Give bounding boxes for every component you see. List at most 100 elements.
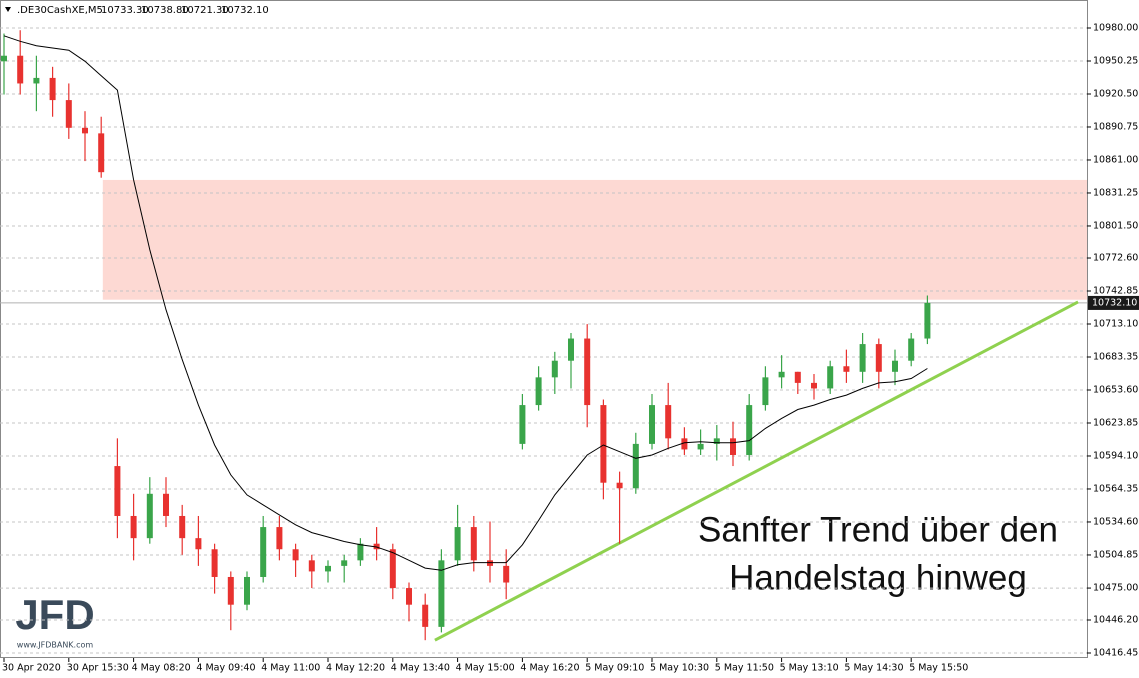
candle-body: [875, 344, 882, 372]
candle-body: [778, 371, 785, 378]
candle-body: [568, 338, 574, 361]
annotation: Handelstag hinweg: [729, 558, 1027, 597]
candle-body: [33, 77, 40, 84]
candle-body: [422, 604, 429, 627]
x-tick-label: 4 May 11:00: [261, 663, 320, 674]
y-tick-label: 10416.45: [1093, 647, 1138, 658]
candle-body: [438, 560, 445, 627]
header-open: 10733.30: [101, 5, 149, 16]
candle-body: [389, 549, 396, 589]
candle-body: [713, 438, 720, 444]
candle-body: [82, 127, 88, 134]
y-tick-label: 10861.00: [1093, 154, 1138, 165]
y-tick-label: 10594.10: [1093, 450, 1138, 461]
x-tick-label: 4 May 16:20: [520, 663, 579, 674]
candle-body: [535, 377, 542, 406]
candle-body: [357, 543, 364, 561]
candle-body: [98, 133, 105, 173]
candle-body: [487, 560, 493, 566]
candle-body: [244, 576, 250, 605]
y-tick-label: 10890.75: [1093, 121, 1138, 132]
candle-body: [794, 371, 801, 383]
menu-arrow: [5, 7, 11, 12]
candle-body: [843, 366, 850, 372]
y-tick-label: 10801.50: [1093, 220, 1138, 231]
candle-body: [146, 493, 153, 539]
candle-body: [195, 538, 202, 550]
candle-body: [130, 515, 137, 539]
x-tick-label: 4 May 15:00: [456, 663, 515, 674]
y-tick-label: 10683.35: [1093, 351, 1138, 362]
candle-body: [227, 576, 234, 605]
y-tick-label: 10504.85: [1093, 549, 1138, 560]
candle-body: [859, 344, 866, 372]
candle-body: [325, 565, 331, 572]
y-tick-label: 10653.60: [1093, 384, 1138, 395]
candle-body: [697, 443, 704, 450]
candle-body: [649, 405, 655, 444]
price-label-box: [1088, 295, 1139, 310]
candle-body: [892, 360, 898, 372]
y-tick-label: 10446.20: [1093, 615, 1138, 626]
candle-body: [519, 405, 526, 444]
y-tick-label: 10920.50: [1093, 88, 1138, 99]
candle-body: [454, 527, 461, 561]
header-high: 10738.80: [141, 5, 189, 16]
candle-body: [308, 560, 315, 572]
candle-body: [762, 377, 769, 406]
candle-body: [632, 443, 639, 489]
y-tick-label: 10742.85: [1093, 286, 1138, 297]
header-low: 10721.30: [181, 5, 229, 16]
y-tick-label: 10534.60: [1093, 516, 1138, 527]
candle-body: [114, 466, 121, 516]
moving-average: [3, 35, 928, 571]
trendline: [434, 300, 1079, 642]
candle-body: [551, 360, 558, 378]
x-tick-label: 5 May 13:10: [780, 663, 839, 674]
price-label: 10732.10: [1092, 297, 1137, 308]
header-close: 10732.10: [221, 5, 269, 16]
candle-body: [211, 549, 218, 577]
y-tick-label: 10564.35: [1093, 483, 1138, 494]
resistance-zone: [102, 179, 1087, 300]
candle-body: [503, 565, 510, 583]
y-tick-label: 10980.00: [1093, 23, 1138, 34]
candle-body: [17, 55, 24, 84]
candle-body: [924, 302, 931, 339]
x-tick-label: 5 May 15:50: [909, 663, 968, 674]
candle-body: [373, 543, 380, 550]
candle-body: [827, 366, 834, 389]
x-tick-label: 4 May 12:20: [326, 663, 385, 674]
candle-body: [746, 405, 753, 455]
plot-frame: [0, 0, 1088, 658]
candle-body: [406, 588, 412, 605]
y-tick-label: 10475.00: [1093, 583, 1138, 594]
candle-body: [276, 527, 283, 550]
x-tick-label: 4 May 13:40: [391, 663, 450, 674]
annotation: Sanfter Trend über den: [698, 510, 1058, 549]
candle-body: [600, 405, 607, 483]
x-tick-label: 30 Apr 15:30: [67, 663, 129, 674]
y-tick-label: 10772.60: [1093, 253, 1138, 264]
candle-body: [681, 438, 688, 450]
candle-body: [163, 493, 169, 516]
candle-body: [49, 77, 56, 101]
candle-body: [665, 405, 672, 439]
x-tick-label: 5 May 10:30: [650, 663, 709, 674]
candle-body: [179, 515, 186, 539]
candle-body: [584, 338, 591, 406]
candle-body: [908, 338, 915, 361]
x-tick-label: 5 May 11:50: [715, 663, 774, 674]
logo: JFD: [15, 591, 94, 638]
x-tick-label: 5 May 14:30: [844, 663, 903, 674]
y-tick-label: 10623.85: [1093, 417, 1138, 428]
y-tick-label: 10950.25: [1093, 55, 1138, 66]
y-tick-label: 10831.25: [1093, 187, 1138, 198]
candle-body: [260, 527, 267, 577]
x-tick-label: 4 May 09:40: [196, 663, 255, 674]
symbol: .DE30CashXE,M5: [17, 5, 103, 16]
candle-body: [470, 527, 477, 561]
candle-body: [730, 438, 736, 455]
y-tick-label: 10713.10: [1093, 319, 1138, 330]
